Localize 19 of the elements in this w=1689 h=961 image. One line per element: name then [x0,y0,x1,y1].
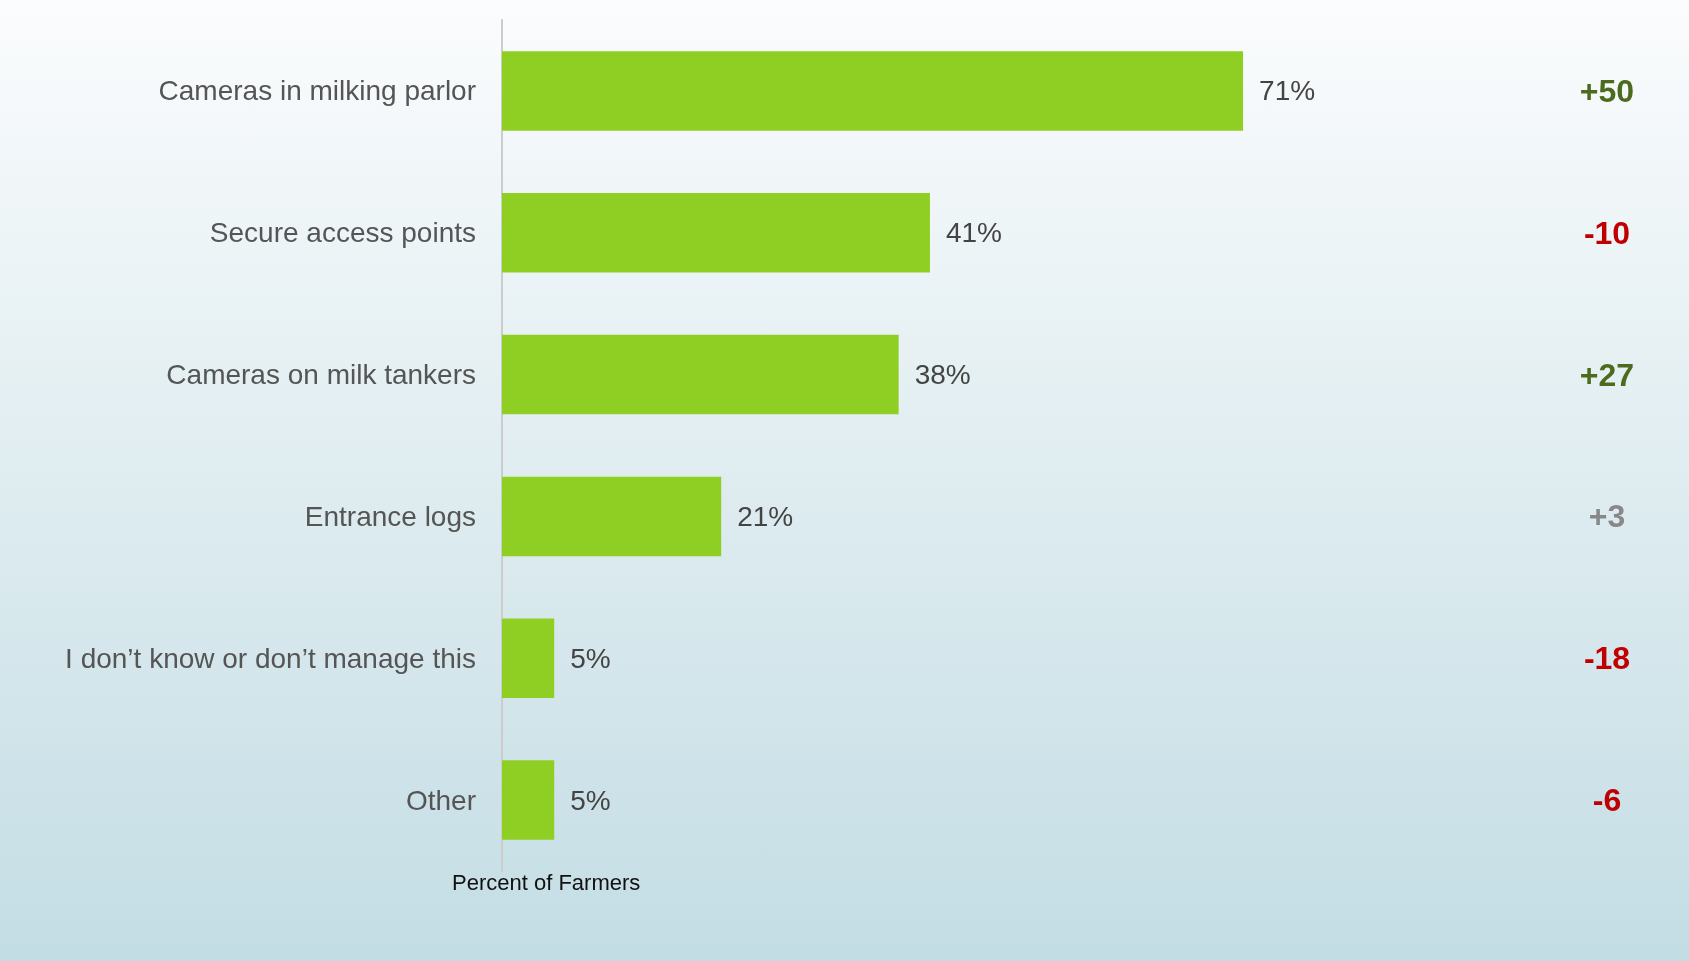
data-label: 41% [945,217,1002,249]
y-tick-label: Secure access points [209,217,476,249]
text: +3 [1588,498,1626,535]
text: -18 [1583,640,1631,677]
text: -10 [1583,214,1631,251]
y-tick-label: Entrance logs [304,500,476,532]
y-tick-label: Other [405,784,476,816]
data-label: 21% [737,500,794,532]
y-tick-label: I don’t know or don’t manage this [65,642,476,674]
data-label: 5% [570,642,611,674]
y-tick-label: Cameras on milk tankers [166,359,476,391]
text: -6 [1592,782,1622,819]
data-label: 71% [1259,75,1316,107]
data-label: 38% [914,359,971,391]
text: +50 [1579,72,1635,109]
text: +27 [1579,356,1635,393]
data-label: 5% [570,784,611,816]
x-axis-title: Percent of Farmers [452,869,641,895]
y-tick-label: Cameras in milking parlor [158,75,476,107]
